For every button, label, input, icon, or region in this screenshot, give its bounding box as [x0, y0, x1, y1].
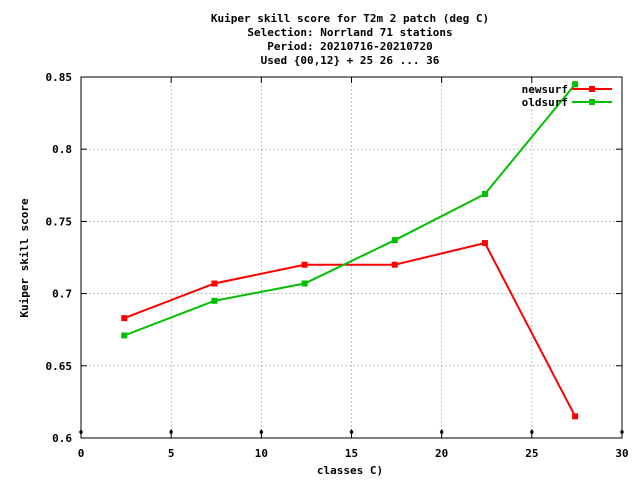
y-tick-label: 0.65	[46, 360, 73, 373]
chart-title: Kuiper skill score for T2m 2 patch (deg …	[211, 12, 489, 67]
title-line-2: Selection: Norrland 71 stations	[247, 26, 452, 39]
data-point-oldsurf	[301, 280, 308, 287]
x-tick-marker	[529, 429, 534, 435]
data-point-oldsurf	[572, 81, 579, 88]
y-tick-label: 0.8	[52, 143, 72, 156]
legend-marker-newsurf	[589, 86, 595, 92]
legend-marker-oldsurf	[589, 99, 595, 105]
x-tick-marker	[620, 429, 624, 435]
y-tick-label: 0.85	[46, 71, 73, 84]
x-tick-label: 0	[78, 447, 85, 460]
series-line-oldsurf	[123, 83, 576, 337]
data-point-newsurf	[211, 280, 218, 287]
data-point-newsurf	[121, 315, 128, 322]
series-layer	[121, 81, 579, 420]
data-point-newsurf	[391, 261, 398, 268]
data-point-oldsurf	[121, 332, 128, 339]
data-point-oldsurf	[391, 237, 398, 244]
title-line-3: Period: 20210716-20210720	[267, 40, 433, 53]
y-tick-label: 0.6	[52, 432, 72, 445]
title-line-4: Used {00,12} + 25 26 ... 36	[261, 54, 440, 67]
x-tick-label: 10	[255, 447, 268, 460]
x-axis-label: classes C)	[317, 464, 383, 477]
series-line-newsurf	[123, 241, 577, 417]
y-tick-label: 0.75	[46, 215, 73, 228]
data-point-newsurf	[301, 261, 308, 268]
x-tick-marker	[349, 429, 354, 435]
title-line-1: Kuiper skill score for T2m 2 patch (deg …	[211, 12, 489, 25]
series-oldsurf	[121, 81, 579, 339]
x-tick-label: 5	[168, 447, 175, 460]
y-tick-label: 0.7	[52, 288, 72, 301]
series-newsurf	[121, 240, 579, 420]
data-point-oldsurf	[211, 297, 218, 304]
x-tick-marker	[169, 429, 174, 435]
x-tick-marker	[439, 429, 444, 435]
axes: 0.6 0.65 0.7 0.75 0.8 0.85 0 5 10 15 20 25 30	[46, 71, 629, 460]
data-point-newsurf	[572, 413, 579, 420]
y-axis-label: Kuiper skill score	[18, 198, 31, 318]
legend-label-newsurf: newsurf	[522, 83, 568, 96]
x-tick-marker	[259, 429, 264, 435]
data-point-oldsurf	[481, 190, 488, 197]
x-tick-label: 25	[525, 447, 538, 460]
x-tick-label: 30	[615, 447, 628, 460]
x-tick-label: 20	[435, 447, 448, 460]
data-point-newsurf	[481, 240, 488, 247]
x-tick-label: 15	[345, 447, 358, 460]
legend-label-oldsurf: oldsurf	[522, 96, 568, 109]
grid	[81, 77, 622, 438]
x-tick-marker	[79, 429, 83, 435]
